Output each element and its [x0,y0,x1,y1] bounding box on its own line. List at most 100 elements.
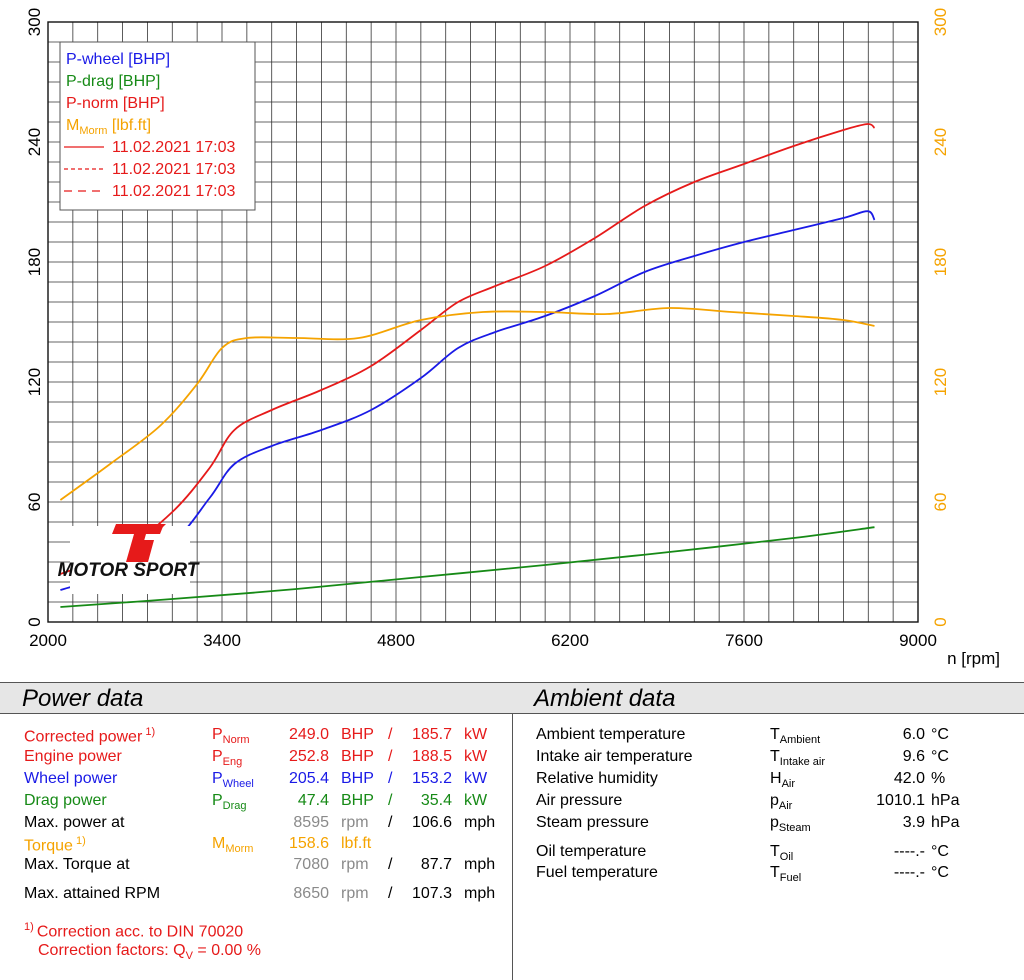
separator: / [388,748,393,765]
x-tick-label: 2000 [29,631,67,650]
ambient-row: Intake air temperature TIntake air 9.6 °C [512,748,1024,770]
row-label: Relative humidity [536,770,658,787]
series-lines [59,123,876,608]
unit-primary: rpm [341,856,369,873]
row-label: Fuel temperature [536,864,658,881]
x-tick-label: 4800 [377,631,415,650]
value-primary: 47.4 [297,792,329,809]
value-secondary: 87.7 [420,856,452,873]
power-row: Engine power PEng 252.8 BHP / 188.5 kW [0,748,512,770]
separator: / [388,856,393,873]
y-left-tick-label: 60 [25,493,44,512]
row-label: Corrected power 1) [24,726,156,746]
ambient-row: Air pressure pAir 1010.1 hPa [512,792,1024,814]
correction-factors: Correction factors: QV = 0.00 % [38,942,261,963]
symbol: TIntake air [770,748,826,769]
row-value: 42.0 [893,770,925,787]
axis-ticks: 2000 3400 4800 6200 7600 9000 n [rpm] 0 60 120 180… [25,8,1000,668]
unit-secondary: kW [464,748,488,765]
separator: / [388,770,393,787]
row-label: Steam pressure [536,814,649,831]
motorsport-logo: MOTOR SPORT [58,524,200,594]
row-value: ----.- [893,843,925,860]
symbol: HAir [770,770,796,791]
unit-primary: BHP [341,770,374,787]
power-row: Wheel power PWheel 205.4 BHP / 153.2 kW [0,770,512,792]
value-primary: 205.4 [288,770,329,787]
legend-entry: P-drag [BHP] [66,73,160,90]
symbol: MMorm [212,835,254,856]
legend-entry: P-wheel [BHP] [66,51,170,68]
symbol: PWheel [212,770,254,791]
symbol: TAmbient [770,726,821,747]
x-tick-label: 7600 [725,631,763,650]
unit-primary: lbf.ft [341,835,372,852]
value-secondary: 106.6 [411,814,452,831]
y-right-tick-label: 120 [931,368,950,396]
y-right-tick-label: 300 [931,8,950,36]
y-left-tick-label: 240 [25,128,44,156]
chart-legend: P-wheel [BHP]P-drag [BHP]P-norm [BHP]MMo… [59,41,256,211]
ambient-data-panel: Ambient data Ambient temperature TAmbient… [512,682,1024,980]
unit-primary: BHP [341,792,374,809]
legend-entry: 11.02.2021 17:03 [112,161,235,178]
symbol: TOil [770,843,794,864]
y-right-tick-label: 180 [931,248,950,276]
power-row: Max. power at 8595 rpm / 106.6 mph [0,814,512,836]
symbol: pAir [770,792,793,813]
power-row: Max. Torque at 7080 rpm / 87.7 mph [0,856,512,878]
ambient-row: Relative humidity HAir 42.0% [512,770,1024,792]
row-label: Engine power [24,748,122,765]
unit-secondary: kW [464,726,488,743]
logo-text: MOTOR SPORT [58,560,200,581]
separator: / [388,885,393,902]
value-primary: 252.8 [288,748,329,765]
symbol: PDrag [212,792,247,813]
row-label: Air pressure [536,792,623,809]
value-primary: 8650 [293,885,329,902]
row-unit: °C [931,726,949,743]
legend-entry: P-norm [BHP] [66,95,165,112]
series-line-3 [59,307,875,501]
row-label: Oil temperature [536,843,647,860]
y-right-tick-label: 60 [931,493,950,512]
legend-entry: 11.02.2021 17:03 [112,183,235,200]
footnote: 1) Correction acc. to DIN 70020 [24,921,244,941]
plot-frame [47,21,919,623]
symbol: TFuel [770,864,802,885]
x-axis-label: n [rpm] [947,649,1000,668]
row-unit: hPa [931,814,960,831]
row-value: 1010.1 [876,792,925,809]
unit-secondary: kW [464,792,488,809]
unit-primary: rpm [341,885,369,902]
ambient-row: Ambient temperature TAmbient 6.0 °C [512,726,1024,748]
row-label: Intake air temperature [536,748,693,765]
row-unit: °C [931,843,949,860]
row-label: Wheel power [24,770,118,787]
value-secondary: 35.4 [420,792,452,809]
row-label: Ambient temperature [536,726,686,743]
row-label: Drag power [24,792,107,809]
row-value: 3.9 [902,814,925,831]
value-secondary: 185.7 [411,726,452,743]
x-tick-label: 6200 [551,631,589,650]
value-primary: 8595 [293,814,329,831]
unit-primary: BHP [341,748,374,765]
value-primary: 7080 [293,856,329,873]
ambient-data-title: Ambient data [512,683,1024,714]
series-line-1 [60,526,875,608]
unit-secondary: mph [464,814,496,831]
y-right-tick-label: 240 [931,128,950,156]
y-left-tick-label: 300 [25,8,44,36]
unit-primary: rpm [341,814,369,831]
value-primary: 158.6 [288,835,329,852]
symbol: PEng [212,748,243,769]
separator: / [388,792,393,809]
unit-secondary: mph [464,885,496,902]
power-row: Drag power PDrag 47.4 BHP / 35.4 kW [0,792,512,814]
value-secondary: 188.5 [411,748,452,765]
power-row: Torque 1) MMorm 158.6 lbf.ft [0,835,512,857]
symbol: pSteam [770,814,811,835]
unit-primary: BHP [341,726,374,743]
symbol: PNorm [212,726,250,747]
